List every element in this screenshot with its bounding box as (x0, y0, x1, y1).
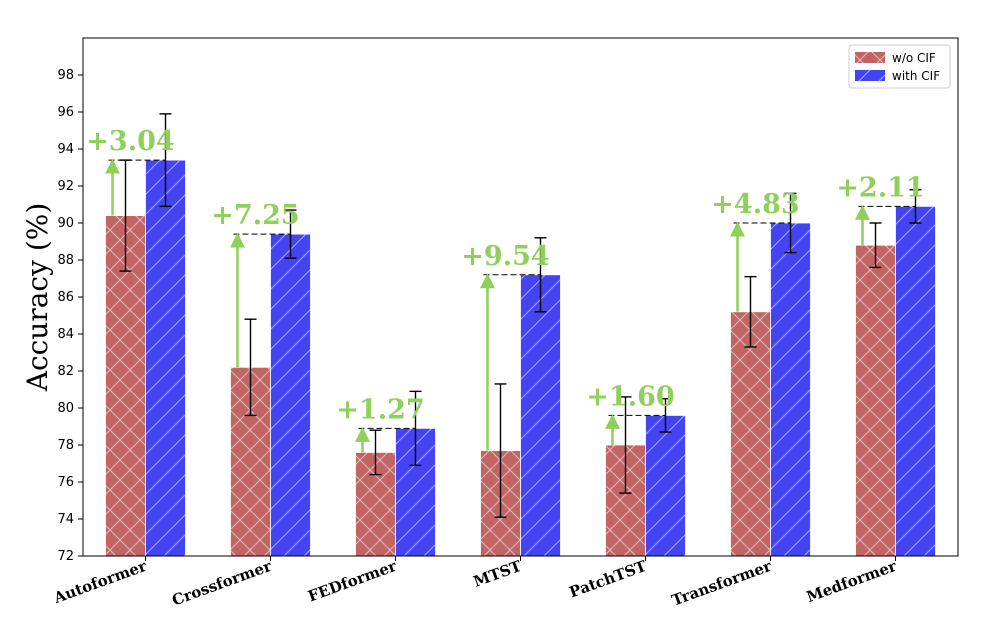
y-tick-label: 78 (57, 438, 74, 453)
bar-hatch (105, 215, 146, 557)
y-tick-label: 76 (57, 475, 74, 490)
category-label: Transformer (669, 556, 775, 609)
bar-hatch (895, 205, 936, 557)
category-label: FEDformer (306, 556, 400, 605)
bar-hatch (645, 414, 686, 557)
y-tick-label: 72 (57, 549, 74, 564)
gain-label: +4.83 (711, 189, 799, 220)
y-tick-label: 84 (57, 327, 74, 342)
y-tick-label: 88 (57, 253, 74, 268)
bar-hatch (855, 244, 896, 557)
y-tick-label: 80 (57, 401, 74, 416)
bar-hatch (270, 233, 311, 557)
plot-frame (82, 37, 959, 557)
bar-hatch (770, 222, 811, 557)
y-tick-label: 96 (57, 105, 74, 120)
category-label: MTST (471, 557, 525, 591)
bar-hatch (520, 274, 561, 557)
gain-label: +1.60 (586, 381, 674, 412)
legend-label: with CIF (892, 69, 940, 83)
legend-swatch-hatch (855, 70, 885, 81)
gain-label: +1.27 (336, 394, 424, 425)
y-tick-label: 98 (57, 68, 74, 83)
legend-swatch-hatch (855, 52, 885, 63)
category-label: PatchTST (567, 557, 650, 602)
gain-label: +3.04 (86, 126, 174, 157)
bar-hatch (730, 311, 771, 557)
legend-label: w/o CIF (892, 51, 936, 65)
category-label: Medformer (804, 556, 900, 606)
y-tick-label: 92 (57, 179, 74, 194)
y-tick-label: 82 (57, 364, 74, 379)
y-tick-label: 74 (57, 512, 74, 527)
y-tick-label: 86 (57, 290, 74, 305)
y-tick-label: 90 (57, 216, 74, 231)
category-label: Crossformer (170, 556, 275, 609)
plot-area: 72 74 76 78 80 82 84 86 88 90 92 94 96 98 +3.04 Autofor… (50, 37, 959, 610)
gain-label: +2.11 (836, 172, 924, 203)
gain-label: +9.54 (461, 241, 549, 272)
gain-label: +7.25 (211, 200, 299, 231)
bar-hatch (145, 159, 186, 557)
y-axis-label: Accuracy (%) (21, 203, 54, 393)
y-tick-label: 94 (57, 142, 74, 157)
category-label: Autoformer (50, 556, 149, 607)
